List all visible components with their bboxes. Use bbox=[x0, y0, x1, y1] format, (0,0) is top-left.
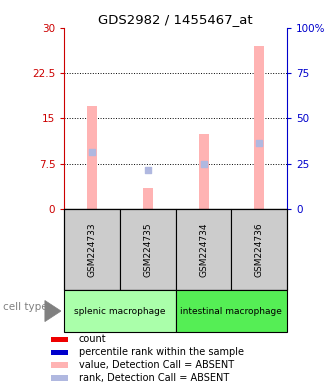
Polygon shape bbox=[45, 300, 61, 322]
Bar bbox=[51, 362, 68, 367]
Bar bbox=[254, 46, 264, 209]
Bar bbox=[51, 349, 68, 355]
Bar bbox=[64, 290, 176, 332]
Text: value, Detection Call = ABSENT: value, Detection Call = ABSENT bbox=[79, 359, 234, 369]
Point bbox=[201, 161, 206, 167]
Text: GSM224734: GSM224734 bbox=[199, 222, 208, 277]
Bar bbox=[64, 209, 120, 290]
Point bbox=[257, 140, 262, 146]
Bar bbox=[199, 134, 209, 209]
Text: percentile rank within the sample: percentile rank within the sample bbox=[79, 347, 244, 357]
Point bbox=[89, 149, 95, 155]
Text: GSM224735: GSM224735 bbox=[143, 222, 152, 277]
Text: splenic macrophage: splenic macrophage bbox=[74, 306, 166, 316]
Bar bbox=[51, 376, 68, 381]
Bar bbox=[231, 209, 287, 290]
Bar bbox=[120, 209, 176, 290]
Bar bbox=[87, 106, 97, 209]
Text: rank, Detection Call = ABSENT: rank, Detection Call = ABSENT bbox=[79, 372, 229, 382]
Bar bbox=[176, 209, 231, 290]
Title: GDS2982 / 1455467_at: GDS2982 / 1455467_at bbox=[98, 13, 253, 26]
Bar bbox=[51, 336, 68, 342]
Text: intestinal macrophage: intestinal macrophage bbox=[181, 306, 282, 316]
Point bbox=[145, 167, 150, 173]
Text: GSM224736: GSM224736 bbox=[255, 222, 264, 277]
Bar bbox=[176, 290, 287, 332]
Text: cell type: cell type bbox=[3, 302, 48, 312]
Text: count: count bbox=[79, 334, 107, 344]
Bar bbox=[143, 188, 153, 209]
Text: GSM224733: GSM224733 bbox=[88, 222, 97, 277]
